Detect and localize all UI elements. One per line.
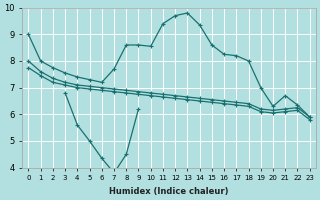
X-axis label: Humidex (Indice chaleur): Humidex (Indice chaleur) [109, 187, 229, 196]
